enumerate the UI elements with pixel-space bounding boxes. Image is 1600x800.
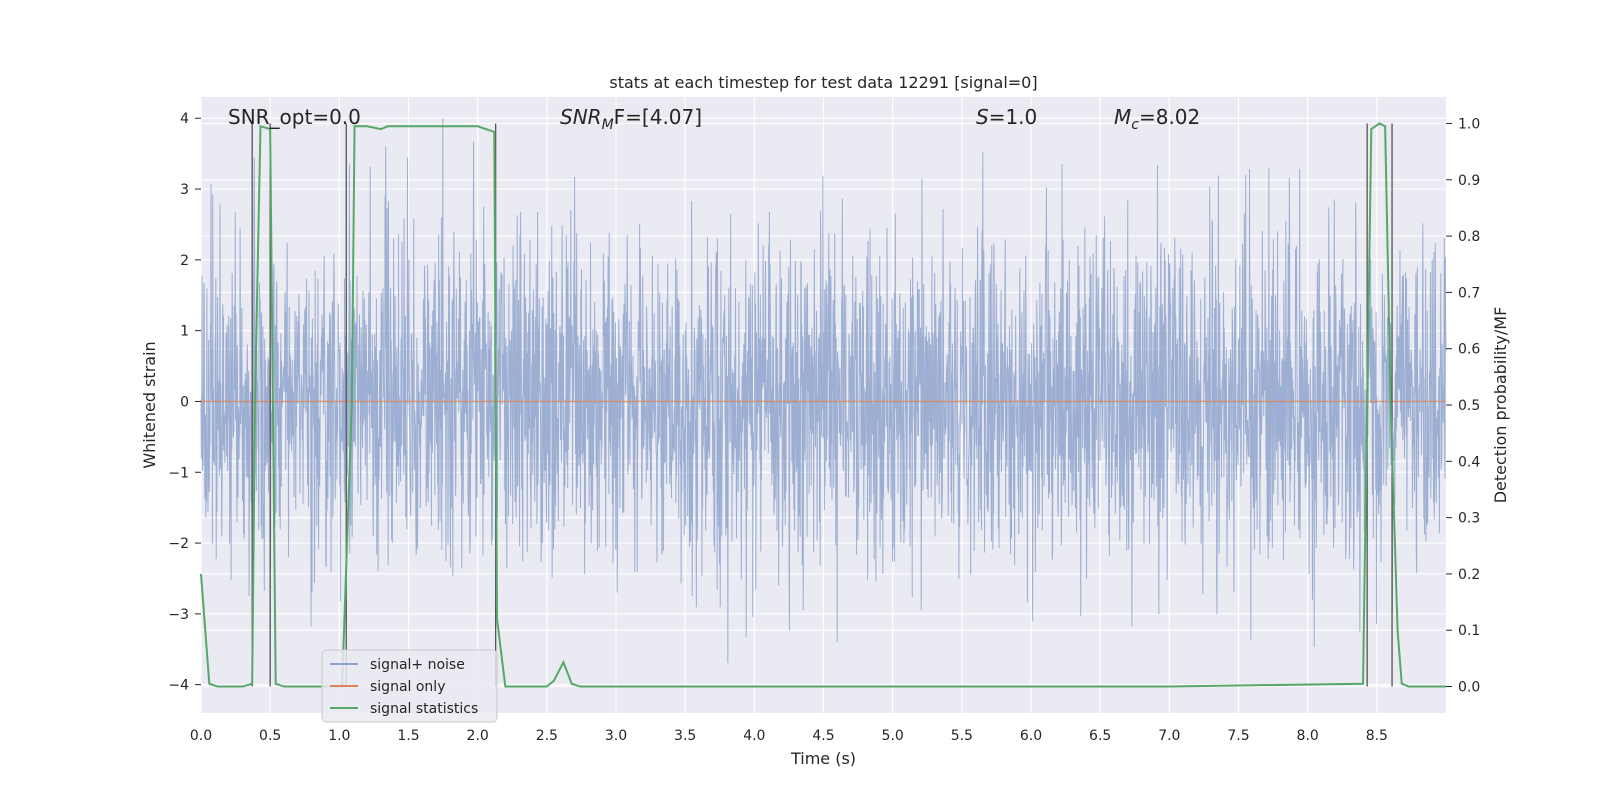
signal-statistics-line xyxy=(200,122,1446,688)
y-left-tick-label: −1 xyxy=(168,465,189,481)
y-left-tick-label: −3 xyxy=(168,607,189,623)
y-right-tick-label: 0.2 xyxy=(1458,567,1480,583)
legend: signal+ noise signal only signal statistic… xyxy=(321,649,498,723)
signal-statistics-series xyxy=(200,122,1446,688)
x-tick-label: 3.5 xyxy=(674,728,696,744)
signal-noise-line xyxy=(200,118,1447,664)
y-right-tick-label: 0.6 xyxy=(1458,342,1480,358)
x-tick-label: 6.5 xyxy=(1089,728,1111,744)
legend-entry-label: signal+ noise xyxy=(370,657,465,673)
y-left-axis-ticks: 4 3 2 1 0 −1 −2 −3 −4 xyxy=(168,111,201,694)
x-axis-ticks: 0.0 0.5 1.0 1.5 2.0 2.5 3.0 3.5 4.0 4.5 5.0 5.5 6.0 6… xyxy=(190,728,1388,744)
x-tick-label: 0.0 xyxy=(190,728,212,744)
x-tick-label: 8.0 xyxy=(1297,728,1319,744)
x-tick-label: 2.0 xyxy=(467,728,489,744)
y-right-tick-label: 0.8 xyxy=(1458,229,1480,245)
y-right-tick-label: 0.0 xyxy=(1458,680,1480,696)
y-right-tick-label: 0.4 xyxy=(1458,454,1480,470)
legend-entry-label: signal only xyxy=(370,679,445,695)
annotation-label: SNR_opt=0.0 xyxy=(228,105,361,129)
x-tick-label: 4.5 xyxy=(812,728,834,744)
chart-title: stats at each timestep for test data 122… xyxy=(609,73,1037,92)
y-right-tick-label: 0.5 xyxy=(1458,398,1480,414)
x-tick-label: 0.5 xyxy=(259,728,281,744)
x-tick-label: 6.0 xyxy=(1020,728,1042,744)
annotation-label: S=1.0 xyxy=(976,105,1037,129)
y-right-axis-label: Detection probability/MF xyxy=(1491,307,1510,504)
x-tick-label: 5.5 xyxy=(951,728,973,744)
y-left-tick-label: −4 xyxy=(168,678,189,694)
y-left-tick-label: 0 xyxy=(180,394,189,410)
y-left-tick-label: 2 xyxy=(180,253,189,269)
x-tick-label: 1.0 xyxy=(328,728,350,744)
y-right-tick-label: 0.1 xyxy=(1458,623,1480,639)
y-left-tick-label: 3 xyxy=(180,182,189,198)
y-left-tick-label: −2 xyxy=(168,536,189,552)
y-left-tick-label: 4 xyxy=(180,111,189,127)
y-right-tick-label: 0.9 xyxy=(1458,173,1480,189)
annotations: SNR_opt=0.0 SNRMF=[4.07] S=1.0 Mc=8.02 xyxy=(228,105,1200,133)
y-left-tick-label: 1 xyxy=(180,324,189,340)
y-right-tick-label: 0.3 xyxy=(1458,511,1480,527)
x-axis-label: Time (s) xyxy=(790,749,856,768)
x-tick-label: 2.5 xyxy=(536,728,558,744)
annotation-label: Mc=8.02 xyxy=(1114,105,1200,133)
y-right-tick-label: 1.0 xyxy=(1458,116,1480,132)
x-tick-label: 3.0 xyxy=(605,728,627,744)
legend-entry-label: signal statistics xyxy=(370,701,478,717)
x-tick-label: 8.5 xyxy=(1366,728,1388,744)
y-right-axis-ticks: 1.0 0.9 0.8 0.7 0.6 0.5 0.4 0.3 0.2 0.1 0.0 xyxy=(1446,116,1480,696)
x-tick-label: 7.5 xyxy=(1227,728,1249,744)
x-tick-label: 4.0 xyxy=(743,728,765,744)
y-right-tick-label: 0.7 xyxy=(1458,285,1480,301)
x-tick-label: 5.0 xyxy=(882,728,904,744)
x-tick-label: 1.5 xyxy=(397,728,419,744)
x-tick-label: 7.0 xyxy=(1158,728,1180,744)
y-left-axis-label: Whitened strain xyxy=(140,341,159,468)
signal-noise-series xyxy=(200,118,1447,664)
legend-box xyxy=(321,649,498,723)
annotation-label: SNRMF=[4.07] xyxy=(560,105,702,133)
